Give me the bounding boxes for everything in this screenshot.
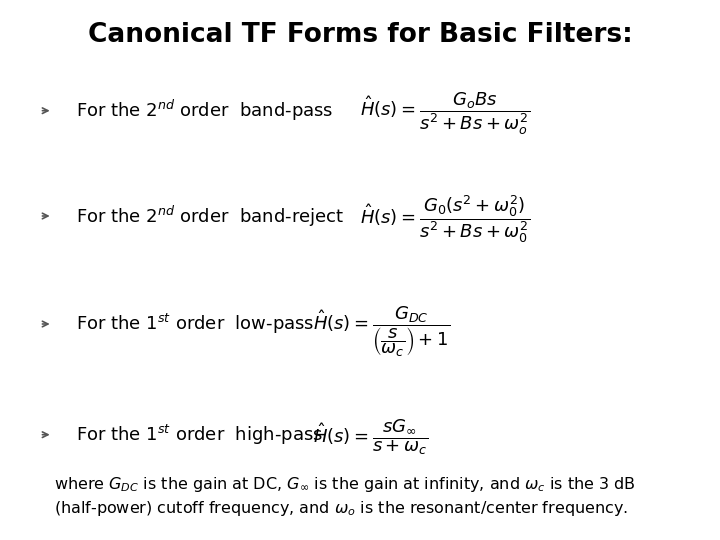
Text: For the 2$^{nd}$ order  band-reject: For the 2$^{nd}$ order band-reject [76,204,343,228]
Text: For the 2$^{nd}$ order  band-pass: For the 2$^{nd}$ order band-pass [76,98,333,123]
Text: $\hat{H}(s) = \dfrac{sG_{\infty}}{s + \omega_c}$: $\hat{H}(s) = \dfrac{sG_{\infty}}{s + \o… [313,417,428,457]
Text: For the 1$^{st}$ order  high-pass: For the 1$^{st}$ order high-pass [76,423,323,447]
Text: (half-power) cutoff frequency, and $\omega_o$ is the resonant/center frequency.: (half-power) cutoff frequency, and $\ome… [54,500,628,518]
Text: $\hat{H}(s) = \dfrac{G_0(s^2 + \omega_0^2)}{s^2 + Bs + \omega_0^2}$: $\hat{H}(s) = \dfrac{G_0(s^2 + \omega_0^… [360,193,530,245]
Text: $\hat{H}(s) = \dfrac{G_o Bs}{s^2 + Bs + \omega_o^2}$: $\hat{H}(s) = \dfrac{G_o Bs}{s^2 + Bs + … [360,90,530,137]
Text: where $G_{DC}$ is the gain at DC, $G_{\infty}$ is the gain at infinity, and $\om: where $G_{DC}$ is the gain at DC, $G_{\i… [54,475,636,494]
Text: $\hat{H}(s) = \dfrac{G_{DC}}{\left(\dfrac{s}{\omega_c}\right)+1}$: $\hat{H}(s) = \dfrac{G_{DC}}{\left(\dfra… [313,305,450,360]
Text: Canonical TF Forms for Basic Filters:: Canonical TF Forms for Basic Filters: [88,22,632,48]
Text: For the 1$^{st}$ order  low-pass: For the 1$^{st}$ order low-pass [76,312,314,336]
